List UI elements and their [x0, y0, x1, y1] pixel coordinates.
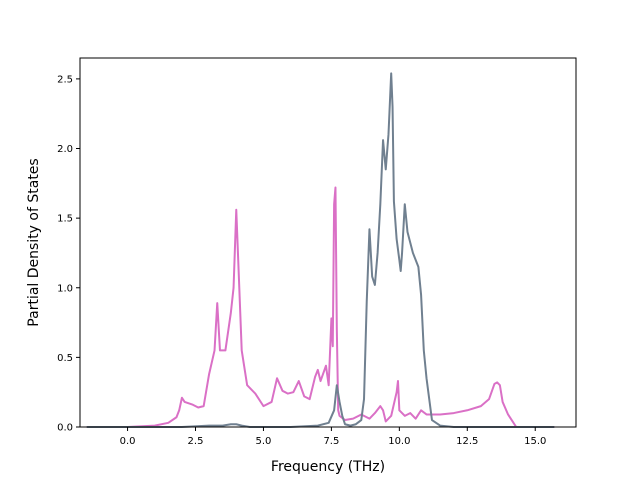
y-tick-label: 1.5 [57, 214, 73, 225]
x-tick-label: 15.0 [524, 436, 546, 447]
x-tick-label: 7.5 [323, 436, 339, 447]
y-tick-label: 1.0 [57, 283, 73, 294]
series-line-1 [86, 186, 555, 428]
y-tick-label: 2.0 [57, 144, 73, 155]
x-tick-label: 0.0 [120, 436, 136, 447]
y-tick-label: 0.5 [57, 353, 73, 364]
x-tick-label: 12.5 [456, 436, 478, 447]
x-tick-label: 10.0 [388, 436, 410, 447]
y-tick-label: 2.5 [57, 74, 73, 85]
series-line-2 [86, 72, 555, 428]
x-axis-label: Frequency (THz) [271, 459, 385, 475]
x-axis-ticks: 0.0 2.5 5.0 7.5 10.0 12.5 15.0 [120, 427, 546, 447]
y-axis-label: Partial Density of States [26, 158, 42, 326]
x-tick-label: 2.5 [188, 436, 204, 447]
y-axis-ticks: 0.0 0.5 1.0 1.5 2.0 2.5 [57, 74, 80, 434]
y-tick-label: 0.0 [57, 423, 73, 434]
x-tick-label: 5.0 [255, 436, 271, 447]
plot-frame [79, 57, 577, 428]
plot-lines [86, 72, 555, 428]
